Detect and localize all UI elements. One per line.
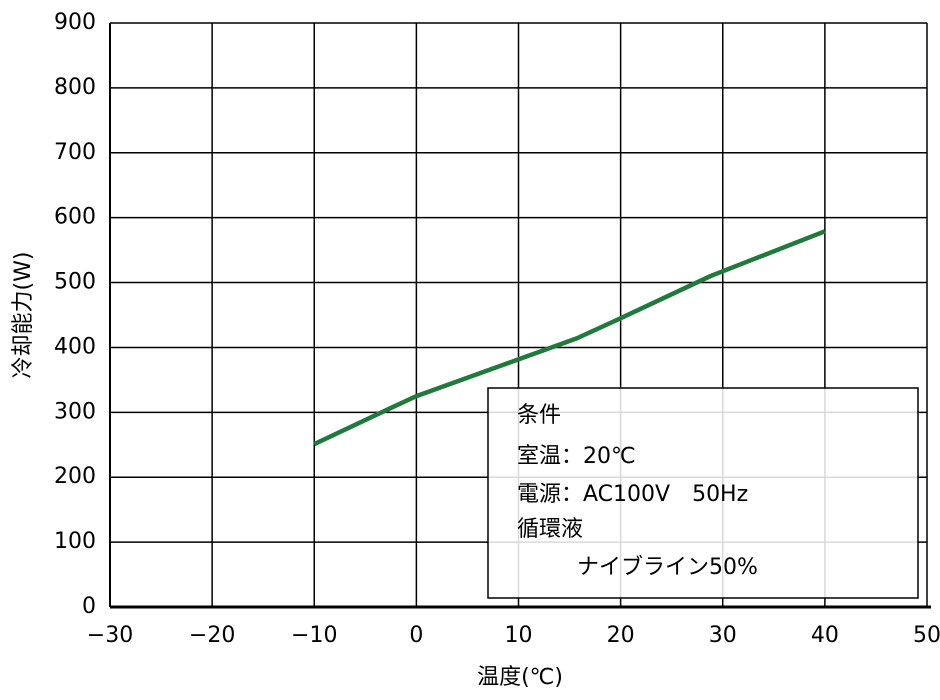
- y-tick-label: 0: [82, 594, 96, 619]
- annotation-line: 電源：AC100V 50Hz: [517, 482, 748, 507]
- y-tick-label: 900: [54, 10, 96, 35]
- y-tick-label: 700: [54, 140, 96, 165]
- y-tick-label: 300: [54, 399, 96, 424]
- x-axis-label: 温度(℃): [477, 665, 563, 690]
- x-tick-label: 0: [409, 623, 423, 648]
- x-tick-label: 40: [811, 623, 839, 648]
- x-tick-label: −10: [291, 623, 337, 648]
- x-tick-label: −20: [189, 623, 235, 648]
- x-tick-label: 30: [709, 623, 737, 648]
- y-tick-label: 600: [54, 205, 96, 230]
- annotation-line: ナイブライン50%: [577, 555, 758, 580]
- annotation-line: 室温：20℃: [517, 444, 636, 469]
- y-tick-label: 100: [54, 529, 96, 554]
- y-axis-label: 冷却能力(W): [11, 252, 36, 379]
- annotation-line: 循環液: [517, 517, 583, 542]
- data-line: [313, 229, 826, 447]
- x-tick-label: −30: [87, 623, 133, 648]
- y-tick-label: 400: [54, 334, 96, 359]
- x-tick-label: 10: [505, 623, 533, 648]
- x-tick-label: 50: [913, 623, 940, 648]
- x-tick-label: 20: [607, 623, 635, 648]
- y-tick-label: 800: [54, 75, 96, 100]
- y-tick-label: 500: [54, 270, 96, 295]
- y-tick-label: 200: [54, 464, 96, 489]
- annotation-line: 条件: [517, 403, 561, 428]
- annotation-box: [487, 387, 919, 599]
